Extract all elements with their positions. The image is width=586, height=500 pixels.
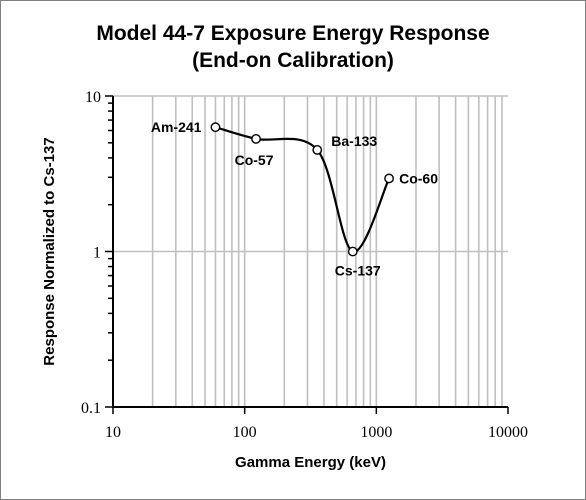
data-label: Cs-137 (335, 263, 381, 279)
data-labels: Am-241 Co-57 Ba-133 Cs-137 Co-60 (151, 119, 438, 278)
tick-labels: 10 100 1000 10000 0.1 1 10 (81, 89, 528, 441)
data-point (347, 246, 358, 257)
x-axis-title: Gamma Energy (keV) (235, 454, 386, 471)
data-label: Ba-133 (331, 133, 377, 149)
y-tick-label: 1 (93, 245, 101, 262)
data-point (210, 122, 221, 133)
chart-title-line-1: Model 44-7 Exposure Energy Response (96, 22, 490, 45)
chart-title: Model 44-7 Exposure Energy Response (End… (0, 20, 586, 74)
x-tick-label: 1000 (360, 424, 392, 441)
data-point (384, 173, 394, 184)
data-label: Co-57 (235, 152, 274, 168)
x-tick-label: 10000 (488, 424, 528, 441)
x-tick-label: 100 (233, 424, 257, 441)
y-tick-label: 10 (85, 89, 101, 106)
data-markers (210, 122, 394, 257)
data-point (312, 145, 323, 155)
chart-title-line-2: (End-on Calibration) (192, 49, 394, 72)
series-line (215, 126, 391, 253)
data-point (251, 133, 261, 144)
data-label: Co-60 (399, 170, 438, 186)
y-tick-label: 0.1 (81, 400, 101, 417)
axes (105, 95, 509, 414)
data-label: Am-241 (151, 119, 202, 135)
x-tick-label: 10 (105, 424, 121, 441)
grid-lines (113, 95, 508, 407)
y-axis-title: Response Normalized to Cs-137 (41, 137, 58, 365)
